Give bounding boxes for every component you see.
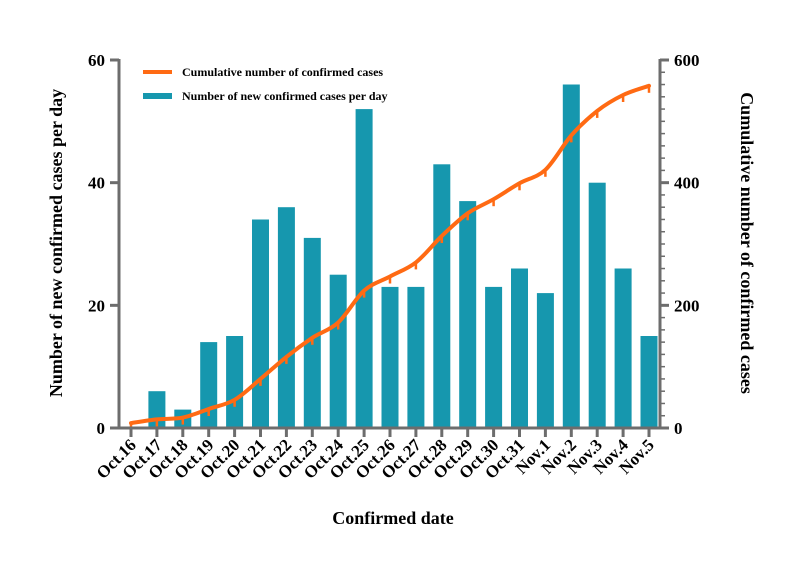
- y-left-tick-label: 40: [88, 174, 105, 193]
- y-right-tick-label: 0: [674, 419, 683, 438]
- line-layer: [129, 83, 651, 431]
- legend-bar-label: Number of new confirmed cases per day: [182, 89, 388, 103]
- y-left-tick-label: 60: [88, 51, 105, 70]
- legend-line-label: Cumulative number of confirmed cases: [182, 65, 383, 79]
- y-left-tick-label: 20: [88, 296, 105, 315]
- y-right-tick-label: 200: [674, 296, 700, 315]
- bar-oct-23: [303, 237, 321, 428]
- bar-nov-3: [588, 182, 606, 428]
- y-left-tick-label: 0: [97, 419, 106, 438]
- bar-oct-31: [511, 268, 528, 428]
- bar-nov-5: [640, 336, 658, 428]
- bar-oct-22: [277, 207, 295, 428]
- bar-nov-1: [536, 293, 554, 428]
- bar-oct-21: [252, 219, 269, 428]
- bar-oct-24: [329, 274, 347, 428]
- bar-nov-2: [562, 84, 580, 428]
- x-axis-title: Confirmed date: [332, 508, 453, 528]
- y-right-tick-label: 600: [674, 51, 700, 70]
- y-axis-left-title: Number of new confirmed cases per day: [46, 89, 66, 397]
- bar-oct-26: [381, 286, 399, 428]
- y-right-tick-label: 400: [674, 174, 700, 193]
- y-axis-right-title: Cumulative number of confirmed cases: [737, 92, 757, 394]
- bar-oct-20: [226, 336, 244, 428]
- bar-oct-27: [407, 286, 425, 428]
- bar-oct-28: [433, 164, 451, 429]
- bar-oct-25: [355, 109, 373, 428]
- bar-oct-29: [459, 201, 477, 428]
- legend-bar-swatch: [143, 93, 172, 99]
- bar-nov-4: [614, 268, 632, 428]
- legend: Cumulative number of confirmed cases Num…: [143, 65, 388, 103]
- bar-oct-30: [485, 286, 503, 428]
- bars-layer: [148, 84, 658, 429]
